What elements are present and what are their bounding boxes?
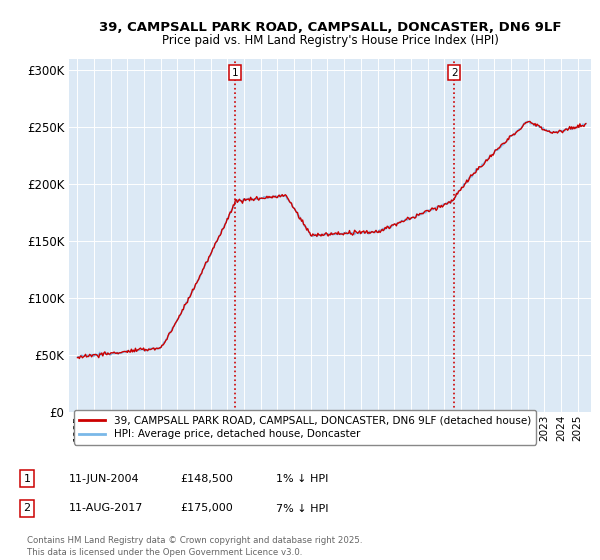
Text: 7% ↓ HPI: 7% ↓ HPI [276, 503, 329, 514]
Text: £175,000: £175,000 [180, 503, 233, 514]
Text: 1: 1 [232, 68, 238, 78]
Text: Contains HM Land Registry data © Crown copyright and database right 2025.
This d: Contains HM Land Registry data © Crown c… [27, 536, 362, 557]
Text: 11-JUN-2004: 11-JUN-2004 [69, 474, 140, 484]
Text: 2: 2 [23, 503, 31, 514]
Legend: 39, CAMPSALL PARK ROAD, CAMPSALL, DONCASTER, DN6 9LF (detached house), HPI: Aver: 39, CAMPSALL PARK ROAD, CAMPSALL, DONCAS… [74, 410, 536, 445]
Text: 2: 2 [451, 68, 458, 78]
Text: 11-AUG-2017: 11-AUG-2017 [69, 503, 143, 514]
Text: Price paid vs. HM Land Registry's House Price Index (HPI): Price paid vs. HM Land Registry's House … [161, 34, 499, 46]
Text: 1: 1 [23, 474, 31, 484]
Text: £148,500: £148,500 [180, 474, 233, 484]
Text: 1% ↓ HPI: 1% ↓ HPI [276, 474, 328, 484]
Text: 39, CAMPSALL PARK ROAD, CAMPSALL, DONCASTER, DN6 9LF: 39, CAMPSALL PARK ROAD, CAMPSALL, DONCAS… [99, 21, 561, 34]
